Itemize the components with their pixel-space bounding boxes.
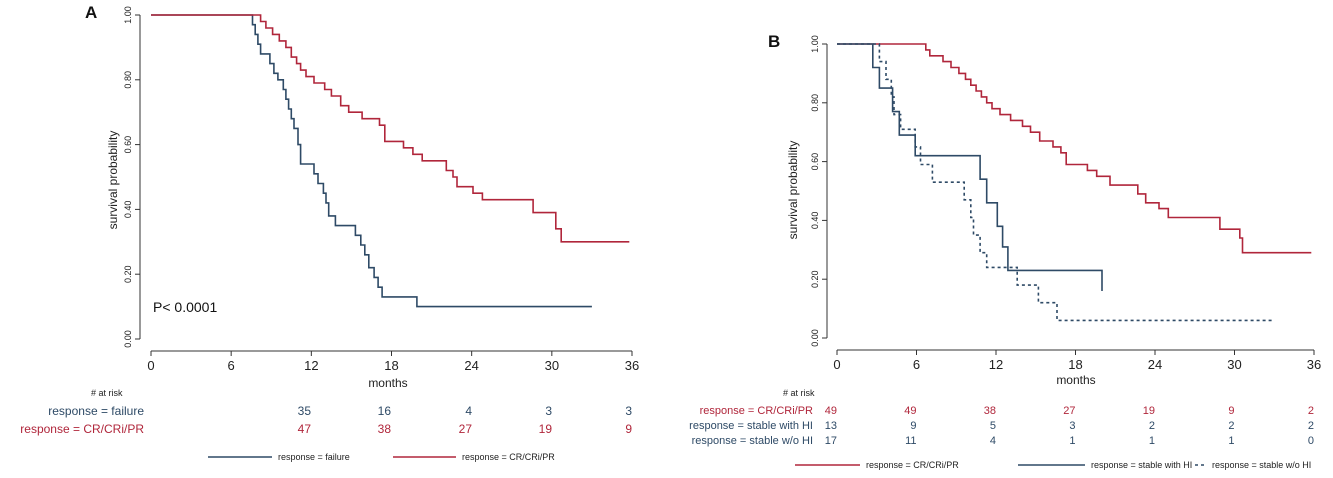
panel-b-legend-label: response = stable with HI <box>1091 460 1192 470</box>
panel-a-ytick-label: 0.00 <box>123 330 133 348</box>
panel-b-risk-value: 1 <box>1069 435 1075 447</box>
panel-b-series-line-2 <box>837 43 1275 322</box>
panel-b-xtick-label: 30 <box>1227 357 1241 372</box>
panel-b-series-line-1 <box>837 43 1103 291</box>
panel-a-risk-value: 27 <box>459 422 473 436</box>
panel-b-ytick-label: 0.00 <box>810 329 820 347</box>
panel-a-ytick-label: 0.20 <box>123 265 133 283</box>
panel-a-ytick-label: 1.00 <box>123 6 133 24</box>
panel-a-legend-label: response = CR/CRi/PR <box>462 452 555 462</box>
panel-a-series-line-0 <box>151 14 592 308</box>
panel-a-risk-label: response = CR/CRi/PR <box>20 422 144 436</box>
panel-b-risk-header: # at risk <box>783 388 815 398</box>
panel-b-risk-value: 13 <box>825 420 837 432</box>
panel-b-risk-label: response = stable with HI <box>689 420 813 432</box>
panel-b-xtick-label: 6 <box>913 357 920 372</box>
panel-a-xtick-label: 18 <box>384 358 398 373</box>
panel-a-xtick-label: 36 <box>625 358 639 373</box>
panel-b-label: B <box>768 32 780 51</box>
panel-b-legend-label: response = stable w/o HI <box>1212 460 1311 470</box>
panel-b-risk-value: 49 <box>825 405 837 417</box>
panel-b-risk-value: 2 <box>1308 405 1314 417</box>
panel-a-risk-value: 35 <box>298 404 312 418</box>
panel-a-risk-value: 9 <box>625 422 632 436</box>
panel-b-ytick-label: 0.80 <box>810 94 820 112</box>
chart-marks: 0.000.200.400.600.801.000 6 12 18 24 30 36resp… <box>0 6 1321 470</box>
panel-a-xlabel: months <box>368 376 407 390</box>
panel-a-series-line-1 <box>151 14 630 243</box>
panel-b-risk-value: 9 <box>1228 405 1234 417</box>
panel-a-risk-value: 47 <box>298 422 312 436</box>
panel-a-ylabel: survival probability <box>106 131 120 230</box>
panel-b-xtick-label: 36 <box>1307 357 1321 372</box>
panel-b-risk-value: 5 <box>990 420 996 432</box>
panel-b-legend-label: response = CR/CRi/PR <box>866 460 959 470</box>
panel-a-risk-value: 19 <box>539 422 553 436</box>
panel-b-risk-value: 38 <box>984 405 996 417</box>
panel-b-series-line-0 <box>837 43 1312 254</box>
panel-b-risk-value: 19 <box>1143 405 1155 417</box>
panel-b-risk-value: 4 <box>990 435 996 447</box>
panel-b-ylabel: survival probability <box>786 141 800 240</box>
panel-b-risk-value: 3 <box>1069 420 1075 432</box>
panel-b-risk-value: 27 <box>1063 405 1075 417</box>
panel-b-xtick-label: 0 <box>833 357 840 372</box>
panel-b-risk-value: 1 <box>1228 435 1234 447</box>
panel-b-xtick-label: 12 <box>989 357 1003 372</box>
panel-b-risk-value: 2 <box>1228 420 1234 432</box>
panel-a-ytick-label: 0.80 <box>123 71 133 89</box>
panel-a-risk-value: 3 <box>625 404 632 418</box>
panel-b-risk-value: 11 <box>905 435 916 447</box>
panel-a-ytick-label: 0.40 <box>123 201 133 219</box>
panel-a-pvalue: P< 0.0001 <box>153 299 217 315</box>
panel-a-risk-label: response = failure <box>48 404 144 418</box>
panel-a-label: A <box>85 3 97 22</box>
panel-a-risk-header: # at risk <box>91 388 123 398</box>
panel-a-risk-value: 38 <box>378 422 392 436</box>
panel-b-xlabel: months <box>1056 373 1095 387</box>
panel-b-risk-label: response = CR/CRi/PR <box>700 405 813 417</box>
panel-b-risk-value: 0 <box>1308 435 1314 447</box>
panel-b-risk-value: 2 <box>1149 420 1155 432</box>
panel-a-xtick-label: 30 <box>545 358 559 373</box>
panel-a-ytick-label: 0.60 <box>123 136 133 154</box>
panel-b-ytick-label: 0.40 <box>810 212 820 230</box>
panel-b-risk-value: 17 <box>825 435 837 447</box>
panel-b-risk-label: response = stable w/o HI <box>692 435 813 447</box>
panel-b-ytick-label: 0.20 <box>810 270 820 288</box>
panel-b-risk-value: 49 <box>904 405 916 417</box>
panel-b-ytick-label: 0.60 <box>810 153 820 171</box>
panel-b-risk-value: 9 <box>910 420 916 432</box>
panel-a-xtick-label: 24 <box>464 358 478 373</box>
panel-b-xtick-label: 24 <box>1148 357 1162 372</box>
panel-b-risk-value: 2 <box>1308 420 1314 432</box>
panel-a-legend-label: response = failure <box>278 452 350 462</box>
panel-b-xtick-label: 18 <box>1068 357 1082 372</box>
panel-a-xtick-label: 0 <box>147 358 154 373</box>
panel-b-ytick-label: 1.00 <box>810 35 820 53</box>
panel-a-xtick-label: 12 <box>304 358 318 373</box>
panel-b-risk-value: 1 <box>1149 435 1155 447</box>
panel-a-risk-value: 4 <box>465 404 472 418</box>
panel-a-risk-value: 16 <box>378 404 392 418</box>
panel-a-xtick-label: 6 <box>228 358 235 373</box>
panel-a-risk-value: 3 <box>545 404 552 418</box>
